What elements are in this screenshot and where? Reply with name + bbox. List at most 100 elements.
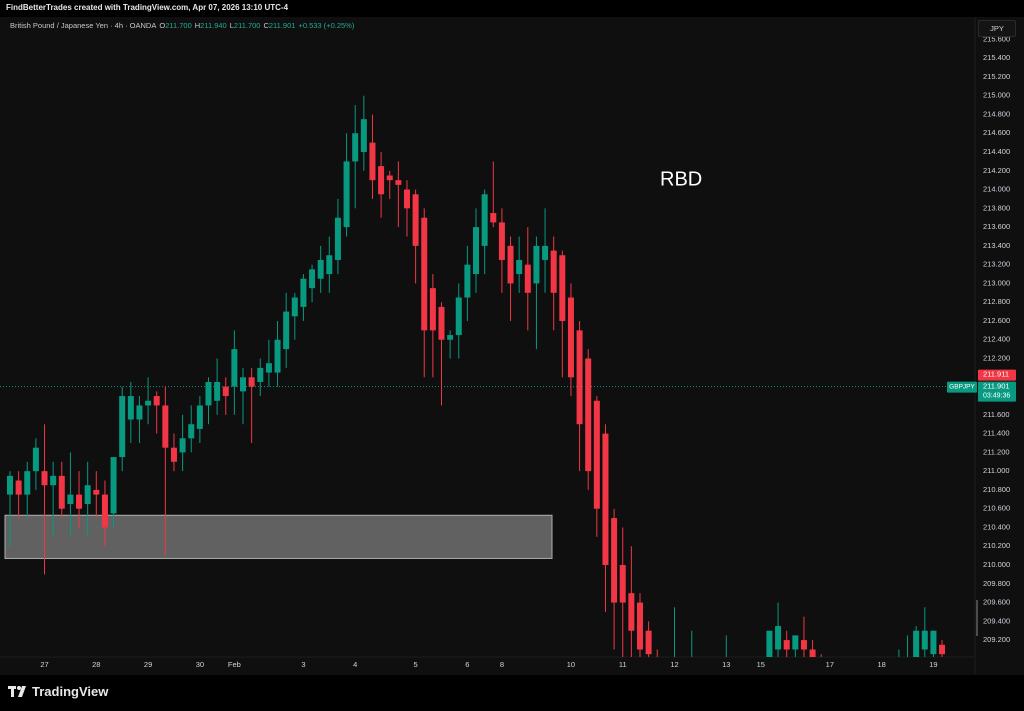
- candle-body: [179, 438, 186, 453]
- y-tick-label: 209.800: [983, 579, 1010, 588]
- change: +0.533 (+0.25%): [298, 21, 355, 30]
- x-tick-label: 28: [92, 660, 100, 669]
- candle-body: [257, 367, 264, 382]
- y-tick-label: 214.600: [983, 128, 1010, 137]
- candle-body: [438, 306, 445, 340]
- candle-body: [645, 630, 652, 655]
- x-tick-label: 18: [877, 660, 885, 669]
- candle-body: [24, 471, 31, 495]
- candle-body: [334, 217, 341, 260]
- candle-body: [542, 245, 549, 260]
- y-tick-label: 212.200: [983, 354, 1010, 363]
- x-tick-label: 19: [929, 660, 937, 669]
- y-tick-label: 209.400: [983, 616, 1010, 625]
- candle-body: [50, 475, 57, 486]
- candle-body: [498, 222, 505, 260]
- candle-body: [550, 250, 557, 293]
- x-tick-label: 27: [40, 660, 48, 669]
- candle-body: [360, 119, 367, 153]
- y-tick-label: 214.000: [983, 185, 1010, 194]
- candle-body: [110, 457, 117, 514]
- x-tick-label: 12: [670, 660, 678, 669]
- candle-body: [240, 377, 247, 392]
- ohlc-item: O211.700: [159, 21, 191, 30]
- candle-body: [403, 189, 410, 209]
- candle-body: [222, 386, 229, 397]
- candle-body: [507, 245, 514, 284]
- y-tick-label: 211.400: [983, 429, 1010, 438]
- y-tick-label: 211.000: [983, 466, 1010, 475]
- candle-body: [274, 339, 281, 373]
- candle-body: [153, 396, 160, 406]
- ohlc-key: O: [159, 21, 166, 30]
- candle-body: [283, 311, 290, 350]
- y-tick-label: 213.000: [983, 278, 1010, 287]
- candle-body: [32, 447, 39, 472]
- candle-body: [58, 475, 65, 509]
- chart: 215.600 215.400 215.200 215.000 214.800 214.6…: [0, 17, 1024, 675]
- candle-body: [205, 381, 212, 406]
- candle-body: [481, 194, 488, 246]
- y-tick-label: 211.600: [983, 410, 1010, 419]
- symbol-line: British Pound / Japanese Yen · 4h · OAND…: [10, 21, 157, 30]
- candle-body: [67, 494, 74, 505]
- candle-body: [593, 400, 600, 509]
- candle-body: [913, 630, 920, 657]
- candle-body: [412, 194, 419, 246]
- y-tick-label: 213.400: [983, 241, 1010, 250]
- y-tick-label: 210.600: [983, 504, 1010, 513]
- footer: TradingView: [0, 675, 1024, 711]
- plot-area: [0, 95, 975, 657]
- high-price-label: 211.911: [983, 370, 1009, 379]
- ohlc-key: C: [263, 21, 269, 30]
- x-tick-label: 8: [500, 660, 504, 669]
- y-tick-label: 210.400: [983, 522, 1010, 531]
- candle-body: [101, 494, 108, 528]
- candle-body: [559, 255, 566, 321]
- currency-button[interactable]: JPY: [978, 20, 1016, 37]
- y-tick-label: 209.200: [983, 635, 1010, 644]
- chart-background: [0, 17, 1024, 675]
- axes: 215.600 215.400 215.200 215.000 214.800 214.6…: [40, 34, 1016, 669]
- y-tick-label: 210.000: [983, 560, 1010, 569]
- ohlc-value: 211.700: [233, 21, 261, 30]
- candle-body: [145, 400, 152, 406]
- zone: [4, 514, 553, 559]
- candle-body: [429, 288, 436, 331]
- candle-body: [326, 255, 333, 275]
- y-tick-label: 213.200: [983, 260, 1010, 269]
- y-tick-label: 211.200: [983, 447, 1010, 456]
- y-tick-label: 213.600: [983, 222, 1010, 231]
- candle-body: [343, 161, 350, 228]
- last-price-tag: [978, 381, 1016, 402]
- candle-body: [248, 377, 255, 387]
- y-tick-label: 214.400: [983, 147, 1010, 156]
- y-tick-label: 212.800: [983, 297, 1010, 306]
- candle-body: [309, 269, 316, 289]
- candle-body: [76, 494, 83, 509]
- candle-body: [291, 297, 298, 317]
- candle-body: [939, 644, 946, 655]
- candle-body: [464, 264, 471, 298]
- candle-body: [188, 424, 195, 439]
- candle-body: [921, 630, 928, 650]
- countdown-label: 03:49:36: [983, 392, 1010, 399]
- attribution: FindBetterTrades created with TradingVie…: [6, 3, 289, 12]
- candle-body: [576, 330, 583, 425]
- candle-body: [369, 142, 376, 181]
- x-tick-label: 13: [722, 660, 730, 669]
- x-tick-label: 30: [196, 660, 204, 669]
- candle-body: [421, 217, 428, 331]
- x-tick-label: 29: [144, 660, 152, 669]
- y-tick-label: 215.400: [983, 53, 1010, 62]
- x-tick-label: 6: [465, 660, 469, 669]
- candle-body: [619, 565, 626, 603]
- candle-body: [473, 227, 480, 275]
- candle-body: [602, 433, 609, 566]
- candle-body: [386, 175, 393, 181]
- candle-body: [84, 485, 91, 505]
- ohlc-value: 211.940: [200, 21, 227, 30]
- high-price-tag: [978, 369, 1016, 381]
- candle-body: [636, 602, 643, 650]
